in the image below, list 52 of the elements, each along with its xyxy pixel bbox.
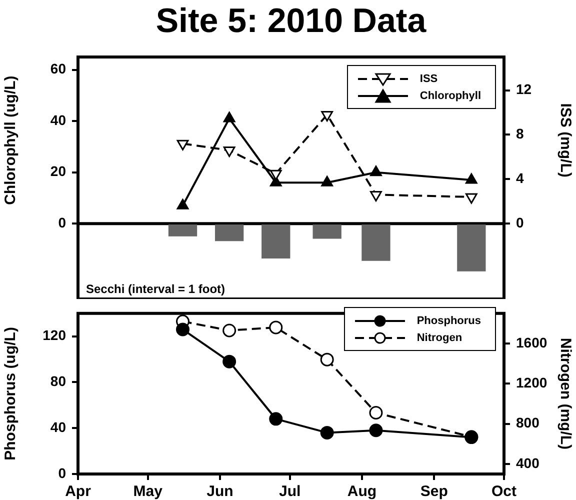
- y-tick-label: 40: [50, 418, 66, 435]
- point: [369, 406, 383, 420]
- y2-axis-title: Nitrogen (mg/L): [556, 338, 574, 450]
- y2-tick-label: 0: [516, 214, 524, 230]
- point: [222, 354, 236, 368]
- point: [223, 112, 236, 122]
- y2-tick-label: 800: [516, 414, 540, 431]
- y-tick-label: 40: [50, 112, 66, 128]
- x-tick-label: Jun: [206, 483, 234, 500]
- y2-tick-label: 8: [516, 126, 524, 142]
- point: [320, 426, 334, 440]
- x-tick-label: Sep: [420, 483, 448, 500]
- point: [176, 140, 189, 150]
- point: [321, 176, 334, 186]
- point: [370, 190, 382, 202]
- y-tick-label: 60: [50, 60, 66, 77]
- y-axis-title: Chlorophyll (ug/L): [2, 76, 20, 205]
- point: [465, 193, 478, 204]
- y2-tick-label: 12: [516, 81, 532, 98]
- x-tick-label: Oct: [491, 483, 517, 500]
- y2-tick-label: 4: [516, 170, 524, 186]
- point: [176, 198, 189, 210]
- x-tick-label: Jul: [278, 483, 301, 500]
- point: [321, 111, 334, 122]
- point: [223, 146, 236, 158]
- point: [222, 324, 236, 338]
- point: [269, 320, 283, 334]
- y-tick-label: 20: [50, 163, 66, 180]
- text: Secchi (interval = 1 foot): [86, 282, 226, 296]
- x-tick-label: May: [133, 483, 164, 500]
- y2-tick-label: 1200: [516, 374, 548, 391]
- y-tick-label: 0: [58, 464, 66, 481]
- chart-title: Site 5: 2010 Data: [154, 2, 428, 41]
- x-tick-label: Aug: [347, 483, 377, 500]
- legend-label: Phosphorus: [416, 314, 481, 326]
- y2-axis-title: ISS (mg/L): [556, 103, 574, 178]
- point: [320, 352, 334, 366]
- y-axis-title: Phosphorus (ug/L): [2, 327, 20, 460]
- point: [176, 322, 190, 336]
- legend-label: Nitrogen: [416, 332, 462, 344]
- legend-label: ISS: [420, 72, 438, 84]
- point: [465, 173, 478, 184]
- y-tick-label: 0: [58, 214, 66, 230]
- point: [369, 424, 383, 438]
- x-tick-label: Apr: [65, 483, 92, 500]
- point: [370, 166, 382, 176]
- y-tick-label: 120: [42, 327, 66, 344]
- point: [269, 412, 283, 426]
- y2-tick-label: 400: [516, 454, 540, 471]
- y2-tick-label: 1600: [516, 334, 548, 350]
- legend-label: Chlorophyll: [420, 90, 481, 102]
- y-tick-label: 80: [50, 373, 66, 390]
